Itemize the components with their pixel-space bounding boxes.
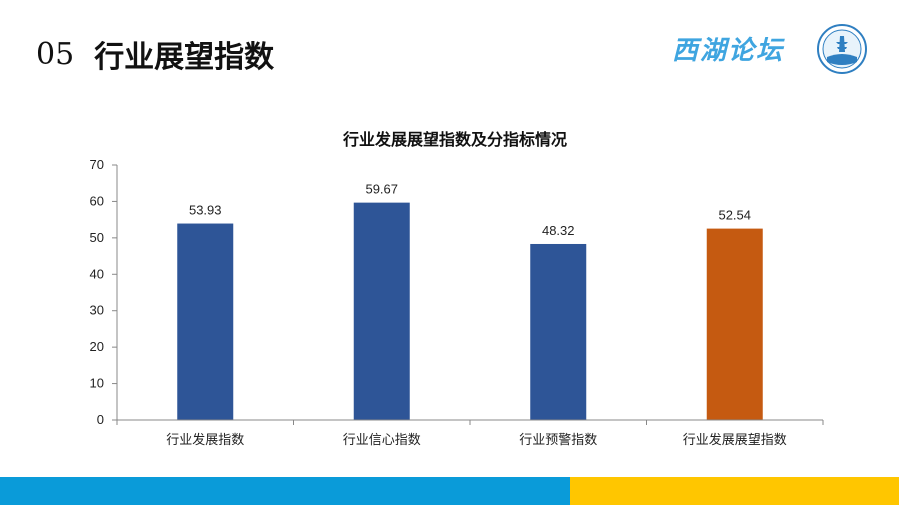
bar bbox=[706, 228, 763, 420]
section-number: 05 bbox=[36, 36, 75, 72]
footer-yellow-band bbox=[570, 477, 899, 505]
bars: 53.93 59.67 48.32 52.54 bbox=[177, 182, 763, 420]
slide-heading: 05 行业展望指数 bbox=[36, 34, 275, 76]
y-tick-label: 0 bbox=[97, 412, 104, 427]
bar bbox=[177, 223, 234, 420]
data-label: 48.32 bbox=[542, 223, 575, 238]
y-tick-label: 40 bbox=[90, 266, 104, 281]
y-tick-label: 10 bbox=[90, 376, 104, 391]
brand-name: 西湖论坛 bbox=[672, 36, 785, 66]
y-tick-label: 30 bbox=[90, 303, 104, 318]
category-label: 行业发展展望指数 bbox=[683, 432, 787, 448]
category-label: 行业发展指数 bbox=[166, 432, 244, 448]
data-label: 52.54 bbox=[718, 208, 751, 223]
y-tick-label: 20 bbox=[90, 339, 104, 354]
chart-title: 行业发展展望指数及分指标情况 bbox=[342, 130, 567, 149]
bar bbox=[353, 202, 410, 420]
y-tick-label: 50 bbox=[90, 230, 104, 245]
footer-blue-band bbox=[0, 477, 570, 505]
data-label: 53.93 bbox=[189, 203, 222, 218]
data-label: 59.67 bbox=[365, 182, 398, 197]
category-label: 行业信心指数 bbox=[343, 433, 421, 448]
bar bbox=[530, 243, 587, 420]
x-axis: 行业发展指数 行业信心指数 行业预警指数 行业发展展望指数 bbox=[116, 419, 824, 448]
y-axis: 0 10 20 30 40 50 60 70 bbox=[90, 157, 118, 427]
forum-logo-icon bbox=[817, 24, 867, 74]
page-title: 行业展望指数 bbox=[94, 40, 275, 75]
category-label: 行业预警指数 bbox=[519, 432, 597, 448]
y-tick-label: 70 bbox=[90, 157, 104, 172]
y-tick-label: 60 bbox=[90, 193, 104, 208]
